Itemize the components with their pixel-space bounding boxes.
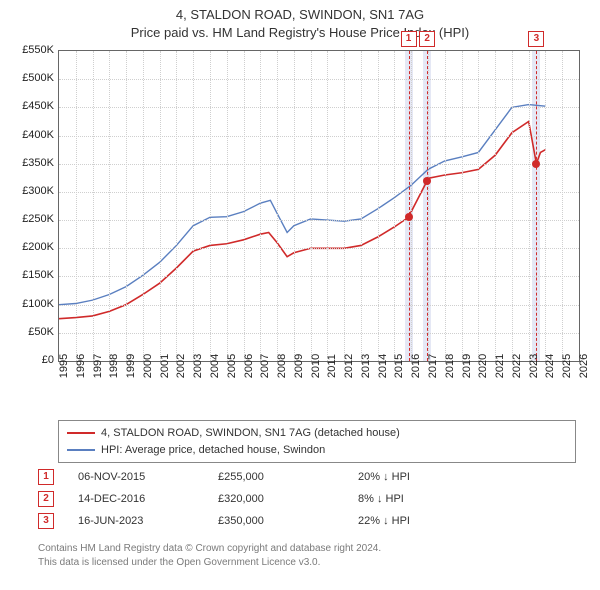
- line-series-svg: [59, 51, 579, 361]
- legend-swatch-property: [67, 432, 95, 434]
- legend: 4, STALDON ROAD, SWINDON, SN1 7AG (detac…: [58, 420, 576, 463]
- sale-row-price: £350,000: [218, 515, 358, 527]
- sales-table-row: 3 16-JUN-2023£350,00022% ↓ HPI: [38, 510, 558, 532]
- y-tick-label: £100K: [10, 298, 54, 310]
- legend-label-property: 4, STALDON ROAD, SWINDON, SN1 7AG (detac…: [101, 425, 400, 442]
- title-subtitle: Price paid vs. HM Land Registry's House …: [0, 24, 600, 42]
- y-tick-label: £400K: [10, 129, 54, 141]
- sale-dashed-line: [409, 51, 410, 361]
- sale-row-date: 16-JUN-2023: [78, 515, 218, 527]
- y-tick-label: £550K: [10, 44, 54, 56]
- legend-label-hpi: HPI: Average price, detached house, Swin…: [101, 442, 325, 459]
- sale-dashed-line: [536, 51, 537, 361]
- sale-row-num: 2: [38, 491, 54, 507]
- y-tick-label: £0: [10, 354, 54, 366]
- footer-line2: This data is licensed under the Open Gov…: [38, 556, 381, 570]
- chart-container: 4, STALDON ROAD, SWINDON, SN1 7AG Price …: [0, 0, 600, 590]
- sale-row-diff: 8% ↓ HPI: [358, 493, 498, 505]
- y-tick-label: £50K: [10, 326, 54, 338]
- y-tick-label: £300K: [10, 185, 54, 197]
- sale-point: [405, 213, 413, 221]
- y-tick-label: £450K: [10, 100, 54, 112]
- sale-row-num: 3: [38, 513, 54, 529]
- sale-row-diff: 20% ↓ HPI: [358, 471, 498, 483]
- sale-dashed-line: [427, 51, 428, 361]
- chart-area: 123 £0 £50K £100K £150K £200K £250K £300K £350K…: [10, 46, 590, 416]
- legend-item-hpi: HPI: Average price, detached house, Swin…: [67, 442, 567, 459]
- title-block: 4, STALDON ROAD, SWINDON, SN1 7AG Price …: [0, 0, 600, 42]
- sales-table: 1 06-NOV-2015£255,00020% ↓ HPI 2 14-DEC-201…: [38, 466, 558, 532]
- sale-point: [423, 177, 431, 185]
- footer-line1: Contains HM Land Registry data © Crown c…: [38, 542, 381, 556]
- sale-row-diff: 22% ↓ HPI: [358, 515, 498, 527]
- y-tick-label: £350K: [10, 157, 54, 169]
- title-address: 4, STALDON ROAD, SWINDON, SN1 7AG: [0, 6, 600, 24]
- y-tick-label: £250K: [10, 213, 54, 225]
- x-tick-label: 2026: [578, 354, 600, 378]
- y-tick-label: £500K: [10, 72, 54, 84]
- sale-row-date: 14-DEC-2016: [78, 493, 218, 505]
- y-tick-label: £200K: [10, 241, 54, 253]
- sale-marker-number: 3: [528, 31, 544, 47]
- plot-area: 123: [58, 50, 580, 362]
- sale-marker-number: 2: [419, 31, 435, 47]
- legend-item-property: 4, STALDON ROAD, SWINDON, SN1 7AG (detac…: [67, 425, 567, 442]
- sales-table-row: 2 14-DEC-2016£320,0008% ↓ HPI: [38, 488, 558, 510]
- footer-note: Contains HM Land Registry data © Crown c…: [38, 542, 381, 569]
- sale-marker-number: 1: [401, 31, 417, 47]
- sale-row-num: 1: [38, 469, 54, 485]
- legend-swatch-hpi: [67, 449, 95, 451]
- sale-row-price: £320,000: [218, 493, 358, 505]
- y-tick-label: £150K: [10, 269, 54, 281]
- sales-table-row: 1 06-NOV-2015£255,00020% ↓ HPI: [38, 466, 558, 488]
- sale-row-date: 06-NOV-2015: [78, 471, 218, 483]
- sale-row-price: £255,000: [218, 471, 358, 483]
- sale-point: [532, 160, 540, 168]
